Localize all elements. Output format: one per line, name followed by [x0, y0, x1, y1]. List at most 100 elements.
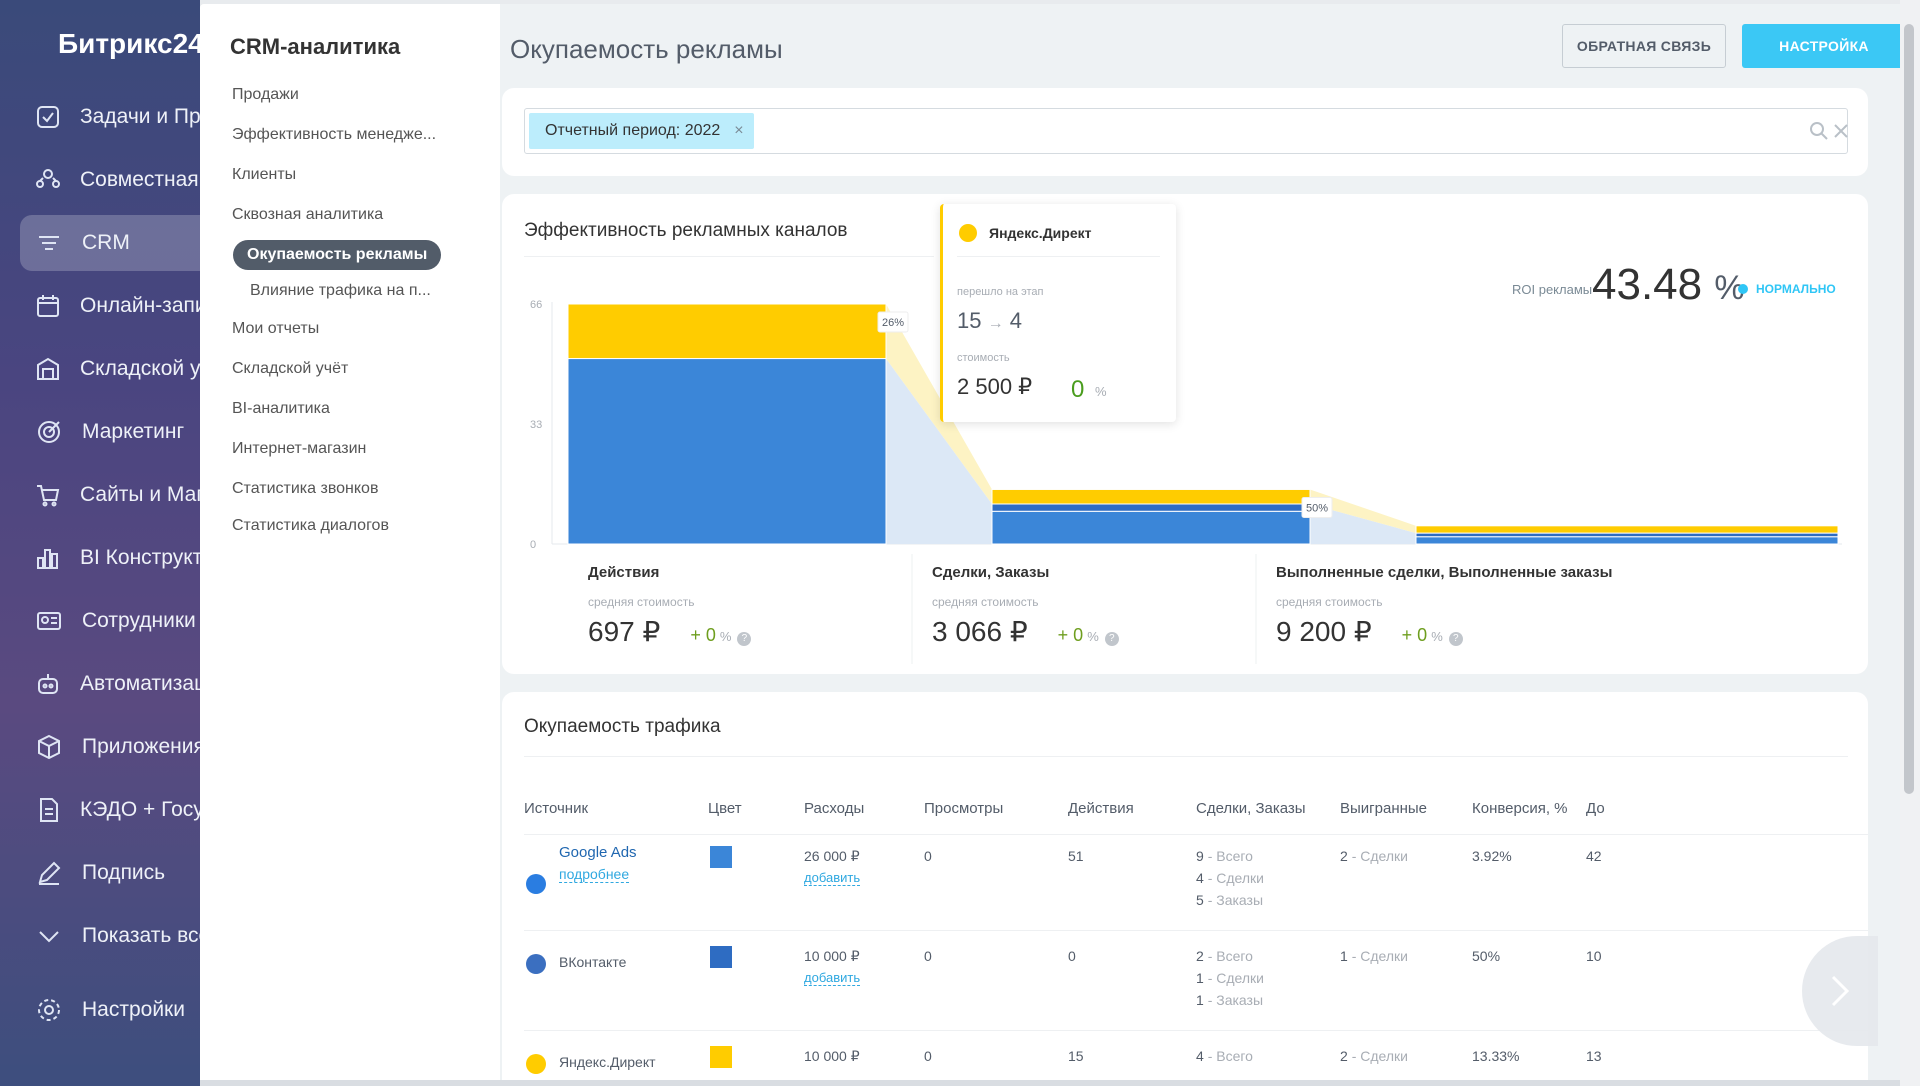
- submenu-item-10[interactable]: Интернет-магазин: [232, 440, 367, 457]
- filter-tag-period[interactable]: Отчетный период: 2022 ×: [529, 113, 754, 149]
- tooltip-cost: 2 500 ₽: [957, 374, 1033, 399]
- target-icon: [34, 417, 64, 447]
- filter-search-input[interactable]: Отчетный период: 2022 ×: [524, 108, 1848, 154]
- add-expenses-link[interactable]: добавить: [804, 870, 861, 886]
- nav-item-6[interactable]: Маркетинг: [20, 404, 200, 460]
- google-ads-icon: [526, 874, 546, 894]
- column-header-4[interactable]: Просмотры: [924, 800, 1004, 817]
- nav-item-4[interactable]: Онлайн-запись: [20, 278, 200, 334]
- conversion-label-bg: [1301, 496, 1333, 518]
- stage-name: Действия: [588, 564, 660, 581]
- submenu-item-8[interactable]: Складской учёт: [232, 360, 349, 377]
- nav-item-2[interactable]: Совместная работа: [20, 152, 200, 208]
- column-header-8[interactable]: Конверсия, %: [1472, 800, 1568, 817]
- actions-value: 15: [1068, 1048, 1084, 1064]
- nav-item-11[interactable]: Приложения: [20, 719, 200, 775]
- submenu-item-3[interactable]: Клиенты: [232, 166, 297, 183]
- funnel-stage-1: Действия средняя стоимость 697 ₽ + 0%?: [588, 564, 752, 648]
- submenu-item-1[interactable]: Продажи: [232, 86, 299, 103]
- tooltip-cost-label: стоимость: [957, 352, 1010, 364]
- nav-item-7[interactable]: Сайты и Магазины: [20, 467, 200, 523]
- column-header-1[interactable]: Источник: [524, 800, 589, 817]
- funnel-flow-blue: [886, 358, 992, 544]
- stage-pct-sign: %: [1431, 629, 1443, 644]
- nav-item-13[interactable]: Подпись: [20, 845, 200, 901]
- bar-chart-icon: [34, 543, 62, 573]
- team-icon: [34, 165, 62, 195]
- traffic-title-rule: [524, 756, 1848, 757]
- actions-value: 0: [1068, 948, 1076, 964]
- submenu-item-5[interactable]: Окупаемость рекламы: [233, 240, 442, 270]
- nav-item-5[interactable]: Складской учёт: [20, 341, 200, 397]
- nav-item-label: Маркетинг: [82, 420, 185, 443]
- filter-tag-remove-icon[interactable]: ×: [734, 122, 744, 139]
- funnel-bar-segment: [991, 510, 1311, 545]
- nav-item-1[interactable]: Задачи и Проекты: [20, 89, 200, 145]
- roi-status-badge: нормально: [1738, 282, 1836, 296]
- nav-item-10[interactable]: Автоматизация: [20, 656, 200, 712]
- help-icon[interactable]: ?: [1104, 631, 1119, 646]
- nav-item-9[interactable]: Сотрудники: [20, 593, 200, 649]
- column-header-9[interactable]: До: [1586, 800, 1605, 817]
- funnel-bar-segment: [991, 488, 1311, 505]
- funnel-bar-segment: [1415, 525, 1839, 534]
- ad-channels-efficiency-card: 66 33 0 26% 50% Эффективность рекламных кана…: [502, 194, 1868, 674]
- source-name-link[interactable]: Google Ads: [559, 844, 637, 861]
- feedback-button[interactable]: Обратная связь: [1562, 24, 1726, 68]
- submenu-item-12[interactable]: Статистика диалогов: [232, 517, 389, 534]
- row-separator: [524, 930, 1868, 931]
- clear-filter-icon[interactable]: [1829, 119, 1853, 143]
- id-card-icon: [34, 606, 64, 636]
- source-color-swatch[interactable]: [710, 1046, 732, 1068]
- column-header-5[interactable]: Действия: [1068, 800, 1134, 817]
- nav-item-label: Задачи и Проекты: [80, 105, 200, 128]
- main-panel: CRM-аналитика Продажи Эффективность менед…: [200, 4, 1900, 1086]
- submenu-item-4[interactable]: Сквозная аналитика: [232, 206, 384, 223]
- nav-item-12[interactable]: КЭДО + Госуслуги: [20, 782, 200, 838]
- submenu-item-6[interactable]: Влияние трафика на п...: [250, 282, 431, 299]
- column-header-6[interactable]: Сделки, Заказы: [1196, 800, 1306, 817]
- source-details-link[interactable]: подробнее: [559, 866, 630, 883]
- stage-average-cost: 697 ₽: [588, 616, 661, 647]
- brand-logo[interactable]: Битрикс24: [58, 28, 200, 59]
- conversion-value: 3.92%: [1472, 848, 1512, 864]
- nav-item-8[interactable]: BI Конструктор: [20, 530, 200, 586]
- nav-item-3[interactable]: CRM: [20, 215, 200, 271]
- deals-orders: 5 - Заказы: [1196, 892, 1264, 908]
- column-header-3[interactable]: Расходы: [804, 800, 865, 817]
- nav-item-14[interactable]: Показать всё: [20, 908, 200, 964]
- submenu-item-11[interactable]: Статистика звонков: [232, 480, 379, 497]
- expenses-value: 10 000 ₽: [804, 948, 860, 964]
- nav-item-label: Совместная работа: [80, 168, 200, 191]
- help-icon[interactable]: ?: [737, 631, 752, 646]
- checkbox-icon: [34, 102, 62, 132]
- submenu-item-7[interactable]: Мои отчеты: [232, 320, 320, 337]
- source-color-swatch[interactable]: [710, 946, 732, 968]
- stage-delta: + 0: [1401, 625, 1428, 645]
- views-value: 0: [924, 948, 932, 964]
- page-scrollbar[interactable]: [1900, 0, 1920, 1086]
- column-header-7[interactable]: Выигранные: [1340, 800, 1428, 817]
- roi-label: ROI рекламы: [1512, 282, 1593, 297]
- vk-icon: [526, 954, 546, 974]
- search-icon[interactable]: [1807, 119, 1831, 143]
- settings-button[interactable]: Настройка: [1742, 24, 1900, 68]
- funnel-flow-blue: [1310, 504, 1416, 544]
- bottom-bar: [200, 1080, 1900, 1086]
- pen-icon: [34, 858, 64, 888]
- funnel-title-rule: [524, 256, 934, 257]
- traffic-table-title: Окупаемость трафика: [524, 716, 721, 737]
- content-area: Окупаемость рекламы Обратная связь Настр…: [500, 4, 1900, 1086]
- scrollbar-thumb[interactable]: [1904, 24, 1914, 794]
- submenu-title: CRM-аналитика: [230, 34, 401, 59]
- funnel-chart: 66 33 0 26% 50%: [530, 299, 1842, 664]
- submenu-item-9[interactable]: BI-аналитика: [232, 400, 330, 417]
- funnel-tooltip: Яндекс.Директ перешло на этап 15 → 4 сто…: [940, 204, 1176, 422]
- source-color-swatch[interactable]: [710, 846, 732, 868]
- nav-item-15[interactable]: Настройки: [20, 982, 200, 1038]
- submenu-item-2[interactable]: Эффективность менедже...: [232, 126, 437, 143]
- help-icon[interactable]: ?: [1448, 631, 1463, 646]
- add-expenses-link[interactable]: добавить: [804, 970, 861, 986]
- deals-deals: 4 - Сделки: [1196, 870, 1264, 886]
- column-header-2[interactable]: Цвет: [708, 800, 742, 817]
